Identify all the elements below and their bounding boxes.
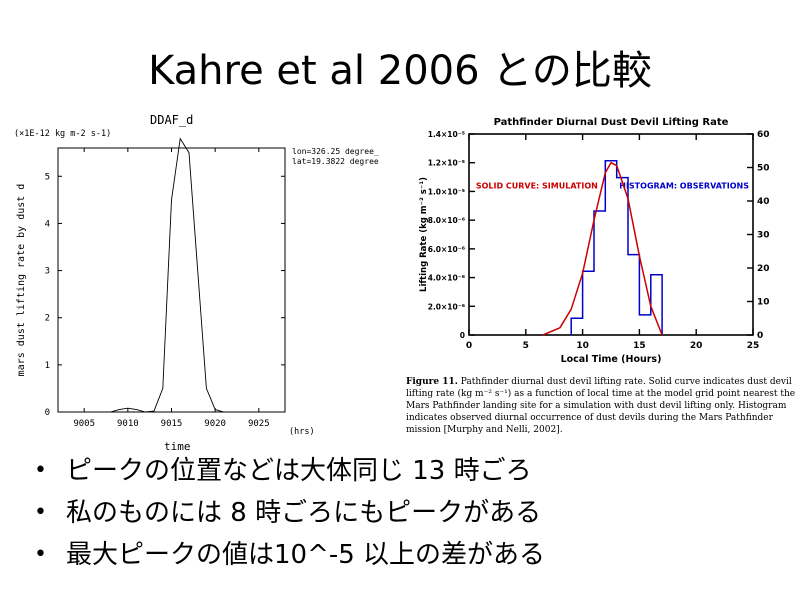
- y-tick-label: 1.4×10⁻⁵: [428, 130, 465, 139]
- caption-label: Figure 11.: [406, 377, 458, 387]
- y-tick-label: 8.0×10⁻⁶: [428, 216, 465, 225]
- y-tick-label: 1: [45, 361, 50, 371]
- y-tick-label: 2: [45, 314, 50, 324]
- x-tick-label: 25: [747, 341, 760, 351]
- y-tick-label: 4: [45, 219, 50, 229]
- legend-observations: HISTOGRAM: OBSERVATIONS: [619, 182, 749, 191]
- figure-caption: Figure 11. Pathfinder diurnal dust devil…: [406, 376, 798, 436]
- bullet-item: • 最大ピークの値は10^-5 以上の差がある: [28, 534, 788, 576]
- x-unit-label: (hrs): [289, 427, 315, 437]
- bullet-item: • ピークの位置などは大体同じ 13 時ごろ: [28, 450, 788, 492]
- chart-title: Pathfinder Diurnal Dust Devil Lifting Ra…: [494, 117, 729, 128]
- y-tick-label: 4.0×10⁻⁶: [428, 274, 465, 283]
- x-axis-label: Local Time (Hours): [561, 354, 662, 365]
- caption-text: Pathfinder diurnal dust devil lifting ra…: [406, 377, 796, 435]
- left-chart-ddaf: DDAF_d (×1E-12 kg m-2 s-1) lon=326.25 degr…: [14, 113, 379, 453]
- annotation-text: lon=326.25 degree_: [292, 147, 379, 156]
- annotation-text: lat=19.3822 degree: [292, 157, 379, 166]
- bullet-symbol: •: [34, 500, 47, 525]
- x-axis-label: time: [164, 440, 191, 453]
- data-line: [58, 137, 285, 413]
- x-tick-label: 5: [523, 341, 529, 351]
- right-chart-pathfinder: Pathfinder Diurnal Dust Devil Lifting Ra…: [419, 117, 770, 365]
- x-tick-label: 10: [576, 341, 589, 351]
- y-axis-label: Lifting Rate (kg m⁻² s⁻¹): [419, 177, 429, 292]
- plot-frame: [57, 147, 286, 413]
- y-tick-label: 1.0×10⁻⁵: [428, 187, 465, 196]
- right-y-tick-label: 30: [757, 231, 770, 241]
- bullet-symbol: •: [34, 542, 47, 567]
- y-axis-label: mars dust lifting rate by dust d: [16, 184, 27, 377]
- bullet-text: 私のものには 8 時ごろにもピークがある: [66, 498, 542, 528]
- x-tick-label: 20: [690, 341, 703, 351]
- right-y-tick-label: 50: [757, 164, 770, 174]
- y-tick-label: 6.0×10⁻⁶: [428, 245, 465, 254]
- bullet-text: ピークの位置などは大体同じ 13 時ごろ: [66, 456, 532, 486]
- y-tick-label: 0: [45, 408, 50, 418]
- x-tick-label: 9005: [73, 419, 95, 429]
- legend-simulation: SOLID CURVE: SIMULATION: [476, 182, 598, 191]
- bullet-list: • ピークの位置などは大体同じ 13 時ごろ • 私のものには 8 時ごろにもピーク…: [28, 450, 788, 576]
- right-y-tick-label: 40: [757, 197, 770, 207]
- bullet-symbol: •: [34, 458, 47, 483]
- x-tick-label: 15: [633, 341, 646, 351]
- right-y-tick-label: 0: [757, 331, 763, 341]
- bullet-text: 最大ピークの値は10^-5 以上の差がある: [66, 540, 546, 570]
- bullet-item: • 私のものには 8 時ごろにもピークがある: [28, 492, 788, 534]
- y-tick-label: 2.0×10⁻⁶: [428, 302, 465, 311]
- x-tick-label: 9020: [204, 419, 226, 429]
- x-tick-label: 9015: [161, 419, 183, 429]
- simulation-curve: [542, 161, 663, 336]
- y-tick-label: 5: [45, 172, 50, 182]
- right-y-tick-label: 20: [757, 264, 770, 274]
- y-tick-label: 1.2×10⁻⁵: [428, 159, 465, 168]
- y-tick-label: 3: [45, 267, 50, 277]
- x-tick-label: 9010: [117, 419, 139, 429]
- chart-title: DDAF_d: [150, 113, 193, 127]
- right-y-tick-label: 10: [757, 298, 770, 308]
- x-tick-label: 9025: [248, 419, 270, 429]
- right-y-tick-label: 60: [757, 130, 770, 140]
- x-tick-label: 0: [466, 341, 472, 351]
- y-tick-label: 0: [460, 331, 465, 340]
- scale-note: (×1E-12 kg m-2 s-1): [14, 129, 111, 139]
- slide-title: Kahre et al 2006 との比較: [148, 48, 652, 94]
